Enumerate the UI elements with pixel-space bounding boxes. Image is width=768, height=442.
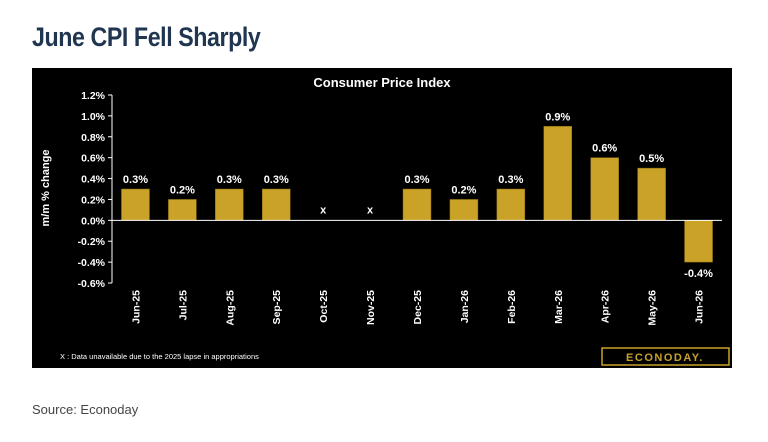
page-title: June CPI Fell Sharply [32,22,261,52]
data-label: 0.2% [451,184,476,196]
x-tick-label: Mar-26 [553,290,565,324]
y-tick-label: 0.8% [81,132,106,144]
bar-apr-26 [590,157,619,221]
source-note: Source: Econoday [32,402,139,417]
econoday-logo: ECONODAY. [601,347,730,366]
y-tick-label: 0.0% [81,215,106,227]
x-tick-label: May-26 [647,290,659,326]
bar-jul-25 [168,199,197,221]
y-tick-label: 1.0% [81,111,106,123]
data-labels: 0.3% 0.2% 0.3% 0.3% x x 0.3% 0.2% 0.3% 0.9% 0.6% 0.… [123,111,713,280]
x-tick-label: Nov-25 [365,290,377,325]
y-tick-label: -0.4% [78,257,106,269]
x-tick-label: Jun-26 [694,290,706,324]
y-axis-label: m/m % change [40,149,52,226]
y-tick-label: 0.6% [81,153,106,165]
missing-data-marker: x [367,204,374,216]
data-label: 0.9% [545,111,570,123]
missing-data-marker: x [320,204,327,216]
y-tick-label: 0.2% [81,194,106,206]
bar-jan-26 [449,199,479,221]
data-label: 0.3% [498,174,523,186]
x-tick-label: Jul-25 [177,290,189,321]
y-tick-label: -0.2% [78,236,106,248]
bar-feb-26 [496,188,526,221]
cpi-bar-chart: Consumer Price Index m/m % change 1.2%1.… [40,75,730,366]
x-tick-label: Aug-25 [224,290,236,326]
data-label: 0.6% [592,143,617,155]
bar-jun-25 [121,188,150,221]
x-tick-label: Sep-25 [271,290,283,325]
x-tick-label: Oct-25 [318,290,330,323]
chart-title: Consumer Price Index [313,75,451,90]
x-tick-label: Jun-25 [130,290,142,324]
bar-jun-26 [684,220,713,263]
data-label: -0.4% [684,268,713,280]
bars [121,126,713,263]
chart-footnote: X : Data unavailable due to the 2025 lap… [60,352,259,361]
y-tick-label: 0.4% [81,174,106,186]
x-axis: Jun-25 Jul-25 Aug-25 Sep-25 Oct-25 Nov-25 Dec-… [112,219,722,326]
data-label: 0.3% [217,174,242,186]
data-label: 0.2% [170,184,195,196]
x-tick-label: Apr-26 [600,290,612,323]
y-tick-label: -0.6% [78,278,106,290]
bar-sep-25 [261,188,291,221]
bar-dec-25 [402,188,432,221]
bar-aug-25 [215,188,244,221]
y-axis: 1.2% 1.0% 0.8% 0.6% 0.4% 0.2% 0.0% -0.2% -0.4% -0… [78,90,113,290]
x-tick-label: Feb-26 [506,290,518,324]
x-tick-label: Jan-26 [459,290,471,323]
logo-text: ECONODAY. [626,352,704,364]
chart-panel: Consumer Price Index m/m % change 1.2% 1.… [32,68,732,368]
data-label: 0.3% [123,174,148,186]
data-label: 0.5% [639,153,664,165]
data-label: 0.3% [264,174,289,186]
bar-mar-26 [543,126,573,221]
x-tick-label: Dec-25 [412,290,424,325]
bar-may-26 [637,167,666,221]
data-label: 0.3% [404,174,429,186]
y-tick-label: 1.2% [81,90,106,102]
